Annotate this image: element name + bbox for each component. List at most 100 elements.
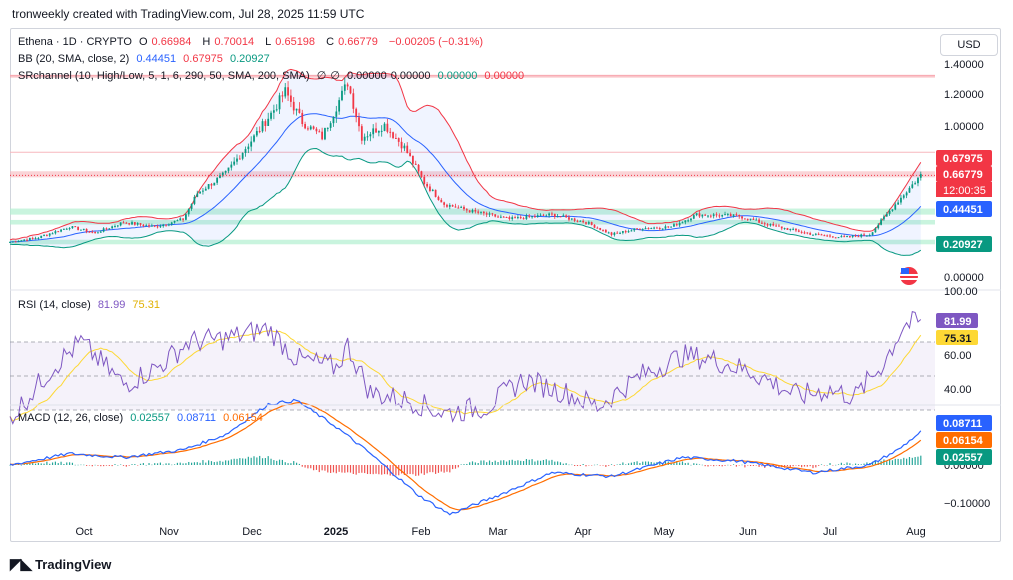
candle-body [599, 227, 602, 230]
candle-body [902, 195, 905, 198]
candle-body [343, 84, 346, 91]
candle-body [556, 216, 559, 218]
price-tick-label: 1.40000 [944, 59, 984, 71]
macd-hist-value: 0.02557 [130, 412, 170, 424]
macd-histogram-bar [508, 460, 510, 465]
candle-body [463, 206, 465, 210]
macd-histogram-bar [208, 460, 210, 465]
candle-body [712, 214, 715, 217]
macd-histogram-bar [352, 465, 354, 474]
macd-histogram-bar [261, 458, 264, 465]
macd-histogram-bar [378, 465, 380, 475]
candle-body [389, 131, 392, 133]
candle-body [519, 217, 522, 219]
candle-body [772, 223, 775, 226]
symbol-name[interactable]: Ethena · 1D · CRYPTO [18, 36, 132, 48]
macd-histogram-bar [798, 465, 800, 467]
candle-body [77, 226, 79, 230]
candle-body [85, 228, 88, 232]
macd-histogram-bar [20, 464, 22, 466]
macd-histogram-bar [128, 465, 130, 466]
candle-body [800, 231, 803, 233]
candle-body [204, 188, 207, 191]
candle-body [71, 226, 74, 229]
candle-body [196, 193, 199, 197]
macd-histogram-bar [381, 465, 383, 475]
candle-body [63, 228, 65, 230]
candle-body [752, 218, 755, 220]
candle-body [840, 236, 843, 238]
macd-histogram-bar [483, 460, 485, 465]
macd-histogram-bar [710, 465, 712, 466]
macd-histogram-bar [835, 464, 837, 466]
macd-histogram-bar [801, 465, 803, 468]
candle-body [412, 155, 414, 164]
macd-histogram-bar [429, 465, 431, 473]
candle-body [494, 214, 497, 217]
macd-histogram-bar [815, 465, 817, 468]
macd-histogram-bar [466, 463, 468, 465]
candle-body [304, 124, 306, 129]
macd-histogram-bar [23, 463, 25, 465]
macd-name[interactable]: MACD (12, 26, close) [18, 412, 124, 424]
macd-histogram-bar [511, 459, 513, 465]
macd-histogram-bar [647, 461, 650, 465]
candle-body [769, 223, 772, 226]
candle-body [366, 136, 369, 138]
macd-histogram-bar [103, 465, 105, 467]
candle-body [324, 128, 326, 140]
candle-body [114, 225, 116, 227]
macd-histogram-bar [383, 465, 386, 475]
candle-body [332, 116, 335, 124]
candle-body [715, 214, 718, 216]
candle-body [587, 222, 590, 224]
candle-body [698, 213, 701, 217]
candle-body [814, 233, 817, 235]
macd-histogram-bar [469, 462, 471, 465]
macd-histogram-bar [812, 465, 814, 469]
macd-histogram-bar [599, 465, 601, 466]
candle-body [919, 174, 922, 178]
macd-histogram-bar [806, 465, 808, 467]
candle-body [31, 237, 34, 239]
candle-body [230, 164, 233, 168]
candle-body [221, 172, 224, 176]
bb-name[interactable]: BB (20, SMA, close, 2) [18, 53, 130, 65]
macd-histogram-bar [148, 463, 150, 465]
macd-histogram-bar [94, 464, 96, 466]
candle-body [905, 192, 908, 196]
macd-histogram-bar [287, 463, 289, 465]
candle-body [548, 213, 551, 216]
candle-body [207, 184, 210, 189]
macd-histogram-bar [670, 462, 672, 465]
candle-body [406, 145, 409, 154]
macd-histogram-bar [446, 465, 448, 472]
candle-body [43, 235, 45, 237]
rsi-tick-label: 100.00 [944, 286, 978, 298]
currency-button[interactable]: USD [940, 34, 998, 56]
rsi-name[interactable]: RSI (14, close) [18, 299, 91, 311]
candle-body [94, 232, 97, 234]
sr-name[interactable]: SRchannel (10, High/Low, 5, 1, 6, 290, 5… [18, 70, 310, 82]
price-pane [9, 68, 935, 285]
macd-histogram-bar [83, 464, 85, 466]
macd-histogram-bar [91, 465, 93, 467]
macd-histogram-bar [227, 460, 230, 465]
candle-body [857, 236, 860, 238]
macd-histogram-bar [71, 462, 74, 465]
macd-histogram-bar [644, 461, 647, 465]
candle-body [363, 136, 366, 141]
macd-histogram-bar [630, 462, 632, 465]
candle-body [726, 214, 729, 216]
macd-histogram-bar [557, 461, 559, 465]
candle-body [199, 191, 202, 194]
macd-histogram-bar [818, 465, 820, 466]
time-tick-label: Apr [574, 526, 591, 538]
candle-body [193, 196, 196, 204]
bb-lower-badge-text: 0.20927 [943, 239, 983, 251]
candle-body [446, 204, 448, 207]
candle-body [14, 241, 17, 243]
macd-histogram-bar [704, 465, 706, 467]
price-tick-label: 0.00000 [944, 272, 984, 284]
